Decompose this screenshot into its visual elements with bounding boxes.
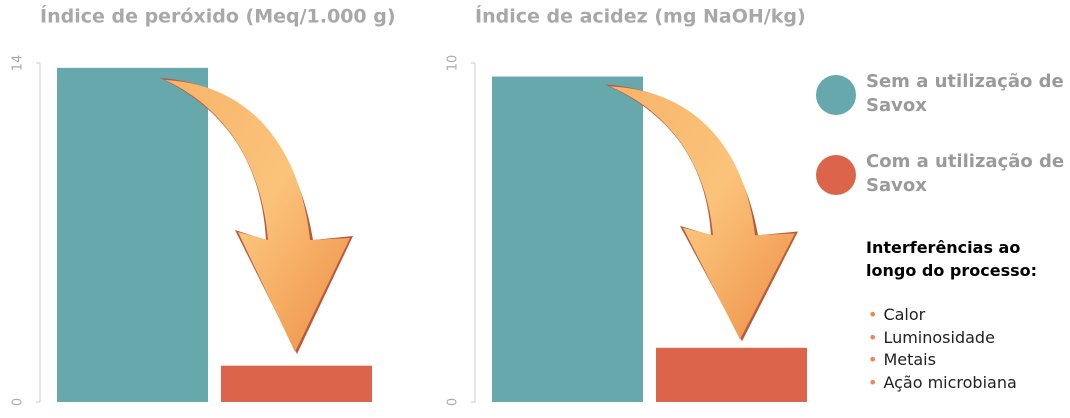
bar [57,67,208,402]
notes-item: Calor [868,305,925,324]
legend-swatch [816,155,856,195]
legend-label: Com a utilização de Savox [866,151,1065,196]
y-tick-label: 10 [446,55,461,72]
notes-item: Metais [868,350,936,369]
chart-title: Índice de peróxido (Meq/1.000 g) [40,5,396,28]
legend-label: Sem a utilização de Savox [866,71,1064,116]
arrow [605,84,798,342]
notes-item: Ação microbiana [868,373,1016,392]
y-tick-label: 0 [446,398,461,406]
bar [221,365,372,402]
y-tick-label: 14 [11,55,26,72]
notes-item: Luminosidade [868,328,994,347]
legend-swatch [816,75,856,115]
arrow [160,78,353,354]
notes-title: Interferências ao longo do processo: [866,238,1038,280]
chart-title: Índice de acidez (mg NaOH/kg) [475,5,806,28]
bar [492,76,643,402]
bar [656,347,807,402]
y-tick-label: 0 [11,398,26,406]
